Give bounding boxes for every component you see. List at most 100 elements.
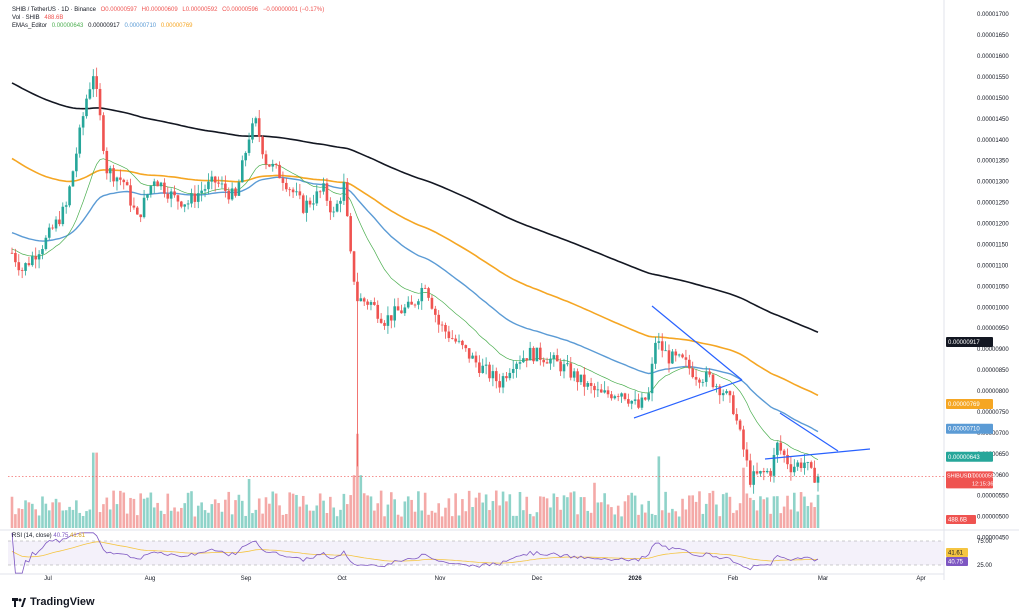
volume-bar: [518, 491, 522, 528]
volume-bar: [356, 433, 359, 528]
candle-body: [528, 347, 532, 361]
volume-bar: [586, 510, 590, 528]
price-tick-label: 0.00000700: [977, 431, 1009, 437]
volume-bar: [491, 501, 495, 528]
volume-bar: [217, 503, 220, 528]
candle-body: [102, 115, 105, 151]
volume-bar: [782, 506, 786, 528]
rsi-tag: [946, 557, 968, 566]
volume-bar: [593, 482, 596, 528]
volume-bar: [163, 514, 166, 528]
volume-bar: [180, 507, 183, 528]
candle-body: [389, 315, 393, 321]
candle-body: [610, 394, 613, 399]
volume-bar: [752, 500, 755, 528]
candle-body: [708, 371, 711, 375]
candle-body: [366, 301, 369, 305]
volume-bars: [10, 433, 820, 528]
candle-body: [484, 364, 488, 366]
price-tick-label: 0.00001200: [977, 222, 1009, 228]
price-tick-label: 0.00001150: [977, 242, 1009, 248]
volume-bar: [193, 516, 197, 528]
candle-body: [81, 116, 85, 128]
volume-bar: [535, 512, 539, 528]
tradingview-logo[interactable]: TradingView: [12, 596, 95, 608]
volume-bar: [647, 500, 650, 528]
candle-body: [166, 193, 170, 199]
candle-body: [518, 362, 522, 364]
volume-bar: [511, 515, 515, 528]
date-tick-label: Feb: [728, 576, 739, 582]
volume-bar: [532, 516, 535, 528]
price-tick-label: 0.00001600: [977, 54, 1009, 60]
volume-bar: [190, 491, 193, 528]
volume-bar: [301, 495, 305, 528]
candle-body: [715, 386, 718, 388]
candle-body: [789, 464, 793, 473]
candle-body: [240, 160, 244, 183]
volume-bar: [650, 513, 654, 528]
candle-body: [488, 364, 491, 379]
candle-body: [603, 390, 606, 393]
candle-body: [698, 379, 701, 383]
candle-body: [41, 249, 44, 255]
volume-value: 488.6B: [44, 15, 64, 21]
candle-body: [532, 347, 535, 362]
volume-bar: [454, 493, 457, 528]
volume-bar: [34, 509, 38, 528]
candle-body: [51, 227, 54, 229]
price-tick-label: 0.00001350: [977, 159, 1009, 165]
price-tick-label: 0.00000500: [977, 515, 1009, 521]
candle-body: [572, 371, 576, 378]
candle-body: [329, 200, 332, 213]
price-tag: [946, 423, 993, 434]
volume-bar: [501, 491, 505, 528]
candle-body: [98, 88, 102, 116]
volume-bar: [484, 494, 488, 528]
candle-body: [657, 341, 661, 343]
candle-body: [406, 301, 410, 308]
candle-body: [339, 200, 342, 204]
candle-body: [400, 310, 403, 314]
candle-body: [325, 183, 329, 201]
candle-body: [738, 420, 742, 430]
candle-body: [305, 200, 308, 213]
rsi-ma-value: 41.61: [70, 533, 86, 539]
candle-body: [776, 442, 779, 455]
candle-body: [396, 306, 400, 311]
volume-bar: [203, 510, 207, 528]
candle-body: [352, 251, 356, 282]
symbol-line: SHIB / TetherUS · 1D · Binance: [12, 7, 96, 13]
volume-bar: [447, 498, 451, 528]
candle-body: [210, 176, 214, 182]
volume-bar: [769, 513, 772, 528]
volume-bar: [620, 516, 623, 528]
volume-bar: [315, 505, 319, 528]
volume-bar: [112, 490, 115, 528]
candle-body: [481, 365, 485, 373]
date-tick-label: Aug: [145, 576, 156, 582]
candle-body: [627, 399, 630, 404]
price-tick-label: 0.00001650: [977, 33, 1009, 39]
volume-bar: [75, 500, 78, 528]
volume-bar: [95, 452, 98, 528]
candle-body: [180, 201, 183, 207]
candle-body: [230, 188, 234, 200]
symbol-legend: SHIB / TetherUS · 1D · Binance O0.000005…: [12, 6, 327, 14]
candle-body: [684, 357, 688, 360]
candle-body: [359, 298, 363, 302]
price-tag-label: 0.00000643: [948, 455, 980, 461]
candle-body: [732, 395, 735, 415]
candle-body: [623, 393, 627, 400]
candle-body: [115, 177, 119, 182]
volume-bar: [474, 497, 478, 528]
candle-body: [112, 168, 115, 182]
candle-body: [660, 341, 664, 351]
ema-20-line: [11, 158, 819, 461]
price-tag-label: 0.00000710: [948, 427, 980, 433]
volume-bar: [549, 507, 552, 528]
volume-bar: [244, 515, 247, 528]
volume-bar: [799, 492, 803, 528]
volume-bar: [637, 514, 640, 528]
